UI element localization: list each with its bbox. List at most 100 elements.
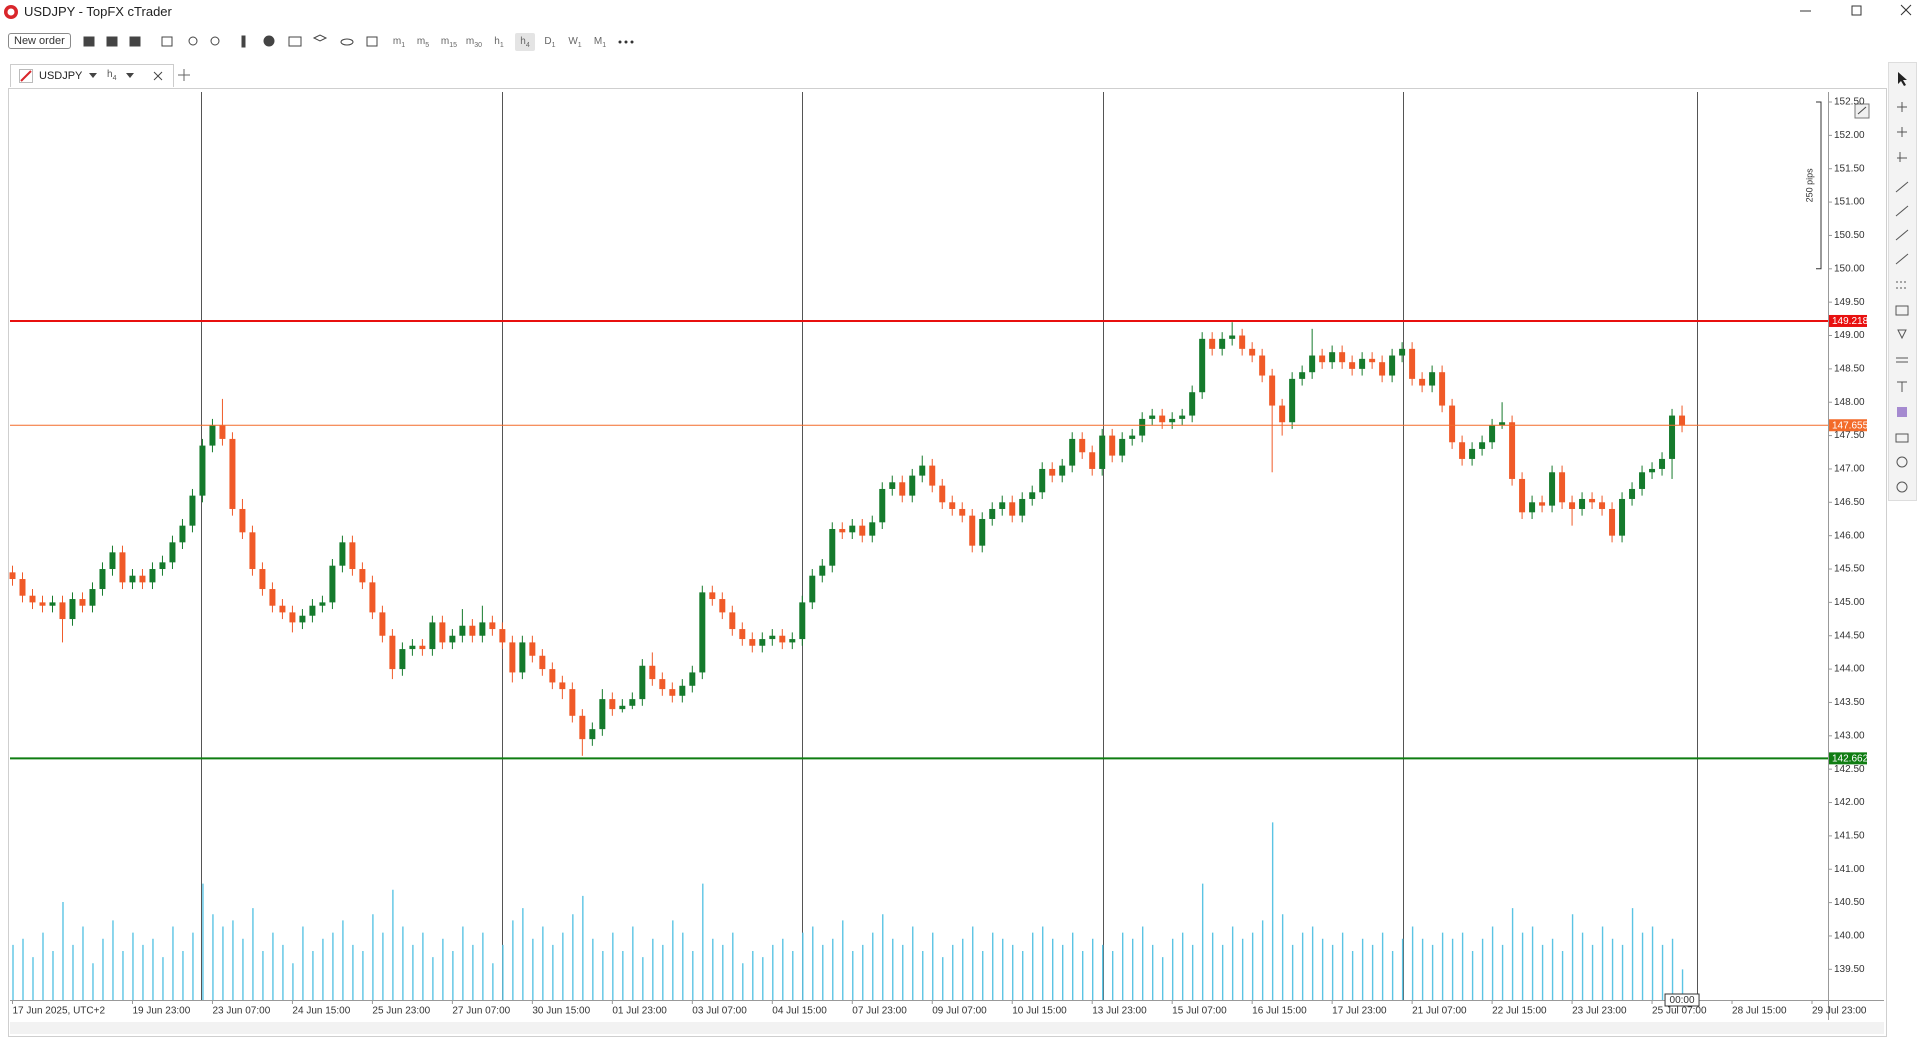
candle-body xyxy=(559,682,566,690)
candle-body xyxy=(239,508,246,533)
candle-body xyxy=(1409,348,1416,379)
candle-body xyxy=(299,615,306,623)
chart-settings-icon[interactable] xyxy=(1854,103,1870,119)
y-tick-label: 148.50 xyxy=(1834,364,1865,375)
candle-body xyxy=(639,665,646,700)
candle-body xyxy=(279,605,286,613)
candle-body xyxy=(1439,372,1446,406)
timeframe-button[interactable]: W1 xyxy=(568,36,582,49)
candle-body xyxy=(219,425,226,439)
candle-body xyxy=(629,699,636,706)
candle-body xyxy=(749,639,756,646)
y-tick-label: 145.50 xyxy=(1834,564,1865,575)
candle-body xyxy=(1369,358,1376,363)
y-tick-label: 152.50 xyxy=(1834,97,1865,108)
y-tick-label: 144.00 xyxy=(1834,664,1865,675)
candle-body xyxy=(1269,375,1276,406)
timeframe-button[interactable]: m5 xyxy=(416,36,430,49)
timeframe-button[interactable]: m30 xyxy=(465,36,483,49)
candle-body xyxy=(1109,435,1116,456)
tab-timeframe[interactable]: h4 xyxy=(107,69,117,82)
price-level-label: 142.662 xyxy=(1832,753,1869,764)
candle-body xyxy=(129,575,136,583)
more-button[interactable] xyxy=(616,36,636,48)
y-tick-label: 151.00 xyxy=(1834,197,1865,208)
candle-body xyxy=(259,569,266,590)
candle-body xyxy=(1149,415,1156,419)
candle-body xyxy=(1469,448,1476,459)
candle-body xyxy=(319,602,326,606)
timeframe-button[interactable]: M1 xyxy=(593,36,607,49)
candle-body xyxy=(1069,438,1076,466)
y-tick-label: 149.00 xyxy=(1834,330,1865,341)
y-tick-label: 140.50 xyxy=(1834,897,1865,908)
candle-body xyxy=(1479,442,1486,449)
candle-body xyxy=(39,602,46,606)
candle-body xyxy=(609,699,616,710)
x-tick-label: 29 Jul 23:00 xyxy=(1812,1006,1867,1017)
candle-body xyxy=(1379,362,1386,376)
timeframe-button[interactable]: m1 xyxy=(392,36,406,49)
candle-body xyxy=(389,635,396,670)
x-tick-label: 23 Jul 23:00 xyxy=(1572,1006,1627,1017)
candle-body xyxy=(949,502,956,509)
toolbar-icons[interactable] xyxy=(82,32,392,52)
candle-body xyxy=(779,635,786,643)
x-tick-label: 28 Jul 15:00 xyxy=(1732,1006,1787,1017)
candle-body xyxy=(1079,438,1086,453)
candle-body xyxy=(1199,338,1206,393)
candle-body xyxy=(1329,352,1336,363)
candle-body xyxy=(549,669,556,683)
candle-body xyxy=(509,642,516,673)
add-tab[interactable] xyxy=(178,69,190,81)
candle-body xyxy=(349,542,356,570)
countdown-tag xyxy=(1664,993,1700,1007)
timeframe-button[interactable]: m15 xyxy=(440,36,458,49)
candle-body xyxy=(1349,362,1356,369)
candle-body xyxy=(1449,405,1456,443)
candle-body xyxy=(739,629,746,640)
scrollbar[interactable] xyxy=(10,1022,1884,1034)
price-level-label: 149.218 xyxy=(1832,316,1869,327)
dropdown-arrow[interactable] xyxy=(126,73,134,79)
y-tick-label: 143.00 xyxy=(1834,730,1865,741)
timeframe-button[interactable]: D1 xyxy=(544,36,556,49)
candle-body xyxy=(1639,472,1646,489)
new-order-button[interactable]: New order xyxy=(8,33,71,49)
y-tick-label: 140.00 xyxy=(1834,931,1865,942)
candle-body xyxy=(1169,418,1176,423)
candle-body xyxy=(1389,355,1396,376)
candle-body xyxy=(269,589,276,606)
price-level-tag xyxy=(1829,314,1867,327)
candle-body xyxy=(859,525,866,536)
timeframe-button[interactable]: h4 xyxy=(515,33,535,51)
y-tick-label: 139.50 xyxy=(1834,964,1865,975)
x-tick-label: 16 Jul 15:00 xyxy=(1252,1006,1307,1017)
x-tick-label: 22 Jul 15:00 xyxy=(1492,1006,1547,1017)
candle-body xyxy=(1359,358,1366,369)
candle-body xyxy=(689,672,696,686)
timeframe-button[interactable]: h1 xyxy=(494,36,504,49)
candle-body xyxy=(249,532,256,570)
candle-body xyxy=(529,642,536,656)
dropdown-arrow[interactable] xyxy=(89,73,97,79)
price-level-tag xyxy=(1829,419,1867,432)
candle-body xyxy=(109,552,116,570)
candle-body xyxy=(469,625,476,636)
candle-body xyxy=(879,488,886,523)
close-tab[interactable] xyxy=(153,71,163,81)
candle-body xyxy=(309,605,316,616)
candle-body xyxy=(409,645,416,650)
candle-body xyxy=(1399,348,1406,356)
x-tick-label: 23 Jun 07:00 xyxy=(212,1006,270,1017)
candle-body xyxy=(709,592,716,600)
y-tick-label: 152.00 xyxy=(1834,130,1865,141)
candle-body xyxy=(429,622,436,650)
chart-tab[interactable]: USDJPY h4 xyxy=(10,64,174,87)
candle-body xyxy=(719,599,726,613)
drawing-toolbar[interactable] xyxy=(1888,62,1918,502)
candle-body xyxy=(499,629,506,643)
y-tick-label: 145.00 xyxy=(1834,597,1865,608)
candle-body xyxy=(909,475,916,496)
window-controls[interactable] xyxy=(1780,0,1920,24)
